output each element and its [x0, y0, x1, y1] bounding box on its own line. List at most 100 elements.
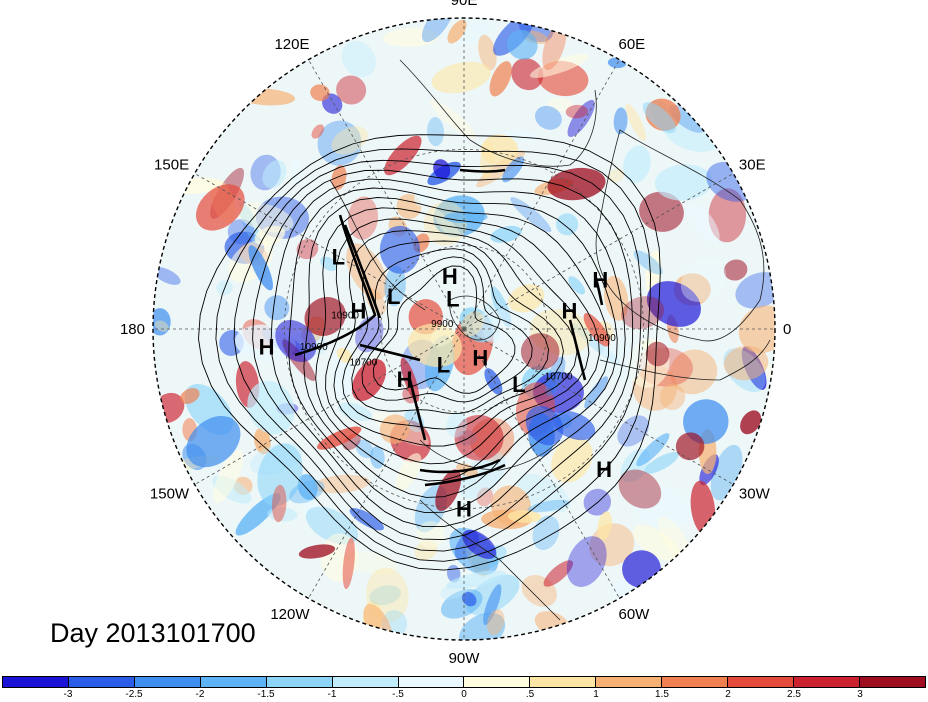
anomaly-patch	[296, 238, 319, 260]
anomaly-patch	[213, 449, 244, 504]
height-contour	[342, 240, 564, 430]
anomaly-patch	[254, 427, 271, 455]
longitude-label: 90E	[451, 0, 478, 9]
high-pressure-label: H	[592, 267, 608, 292]
anomaly-patch	[433, 209, 468, 251]
anomaly-patch	[317, 426, 362, 450]
low-pressure-label: L	[387, 284, 400, 309]
colorbar-swatch	[859, 677, 925, 687]
longitude-label: 30W	[739, 486, 771, 503]
colorbar-swatch	[398, 677, 465, 687]
colorbar-tick-label: -2	[195, 689, 205, 700]
anomaly-patch	[154, 320, 169, 332]
anomaly-patch	[568, 276, 585, 295]
anomaly-patch	[625, 103, 647, 141]
anomaly-patch	[320, 256, 338, 271]
anomaly-patch	[511, 58, 544, 91]
anomaly-patch	[458, 612, 506, 640]
map-boundary	[152, 17, 776, 641]
meridian-line	[463, 59, 620, 330]
anomaly-patch	[516, 473, 570, 513]
contour-value-label: 10900	[588, 333, 616, 344]
anomaly-patch	[551, 436, 593, 483]
low-pressure-label: L	[332, 245, 345, 270]
meridian-line	[308, 59, 465, 330]
anomaly-patch	[547, 167, 606, 201]
longitude-label: 30E	[739, 157, 766, 174]
anomaly-patch	[534, 105, 562, 130]
anomaly-patch	[659, 383, 686, 411]
meridian-line	[194, 173, 465, 330]
geopotential-height-contours	[198, 134, 661, 571]
contour-value-label: 9900	[431, 319, 454, 330]
anomaly-patch	[338, 402, 373, 421]
colorbar-swatch	[266, 677, 333, 687]
high-pressure-label: H	[259, 334, 275, 359]
anomaly-patch	[267, 507, 298, 522]
anomaly-patch	[675, 432, 705, 461]
high-pressure-label: H	[562, 298, 578, 323]
anomaly-patch	[186, 415, 241, 468]
lat-lon-grid	[153, 18, 775, 640]
anomaly-patch	[632, 485, 694, 529]
anomaly-patch	[623, 145, 651, 184]
anomaly-patch	[486, 609, 505, 636]
anomaly-patch	[395, 453, 422, 491]
anomaly-patch	[644, 451, 679, 474]
anomaly-patch	[459, 452, 506, 500]
colorbar-tick-label: .5	[525, 689, 535, 700]
anomaly-patch	[506, 29, 538, 60]
longitude-label: 150W	[150, 486, 190, 503]
colorbar-tick-label: 3	[857, 689, 863, 700]
anomaly-patch	[685, 201, 720, 244]
colorbar-tick-label: -1.5	[257, 689, 275, 700]
anomaly-patch	[618, 469, 662, 509]
anomaly-patch	[502, 156, 525, 183]
longitude-label: 0	[783, 321, 791, 338]
anomaly-patch	[507, 510, 542, 523]
anomaly-patch	[567, 99, 595, 137]
anomaly-patch	[431, 61, 491, 94]
height-contour	[351, 248, 549, 415]
height-contour	[372, 265, 516, 394]
colorbar-swatch	[662, 677, 729, 687]
colorbar-swatch	[596, 677, 663, 687]
anomaly-patch	[633, 250, 663, 275]
anomaly-patch	[530, 53, 589, 78]
anomaly-patch	[472, 309, 533, 344]
anomaly-patch	[645, 341, 670, 367]
anomaly-patch	[341, 40, 377, 78]
anomaly-patch	[298, 544, 336, 559]
anomaly-patch	[483, 584, 502, 626]
anomaly-patch	[369, 585, 401, 606]
anomaly-patch	[289, 480, 325, 504]
colorbar-swatch	[200, 677, 267, 687]
high-pressure-label: H	[596, 457, 612, 482]
anomaly-patch	[351, 358, 387, 402]
height-contour	[252, 169, 634, 541]
colorbar-swatch	[794, 677, 860, 687]
high-pressure-label: H	[472, 345, 488, 370]
height-contour	[270, 178, 626, 528]
jet-stream-contours	[294, 168, 604, 487]
anomaly-patch	[384, 135, 422, 176]
anomaly-patch	[459, 307, 494, 343]
anomaly-patch	[262, 160, 287, 189]
anomaly-patch	[686, 357, 716, 390]
anomaly-patch	[556, 213, 579, 236]
colorbar-swatch	[3, 677, 69, 687]
anomaly-patch	[153, 267, 181, 285]
longitude-labels: 90E 120E 60E 150E 30E 180 0 150W 30W 120W 60W 90W	[120, 0, 791, 667]
colorbar-tick-label: -3	[63, 689, 73, 700]
high-pressure-label: H	[442, 264, 458, 289]
colorbar-swatch	[68, 677, 135, 687]
anomaly-patch	[583, 313, 610, 347]
contour-value-labels: 10900 10900 9900 10700 10700 10900	[300, 311, 616, 383]
anomaly-patch	[740, 410, 762, 435]
anomaly-patch	[446, 412, 468, 438]
longitude-label: 180	[120, 321, 145, 338]
colorbar	[2, 676, 926, 688]
colorbar-tick-label: 1	[593, 689, 599, 700]
anomaly-patch	[290, 159, 303, 186]
anomaly-patch	[195, 184, 245, 231]
